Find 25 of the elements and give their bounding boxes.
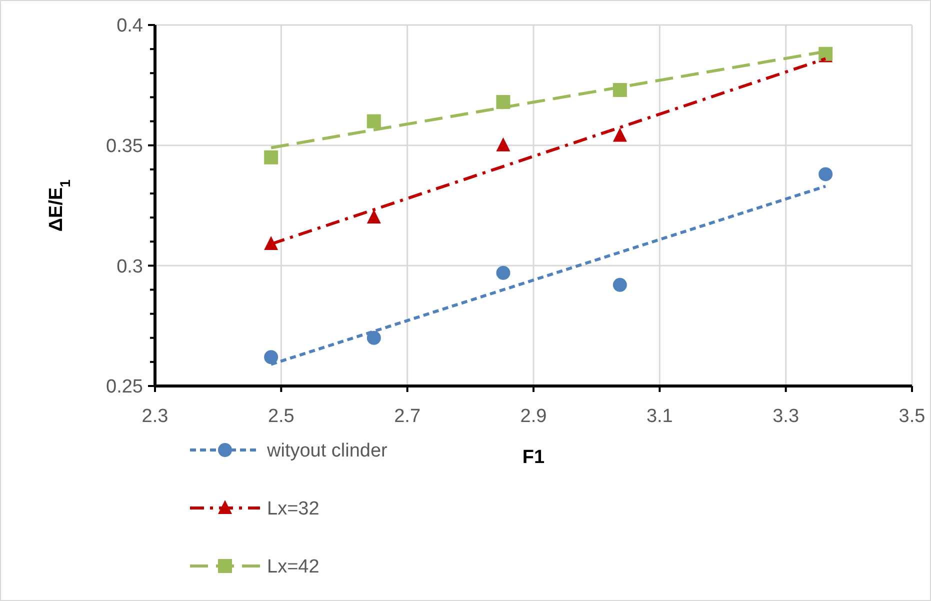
x-tick-label: 2.9: [520, 406, 547, 427]
y-tick-label: 0.3: [116, 256, 143, 278]
legend-label: wityout clinder: [266, 440, 388, 462]
x-axis-title: F1: [522, 447, 546, 468]
x-tick-label: 3.3: [772, 406, 800, 427]
point: [264, 150, 278, 164]
point: [612, 128, 627, 142]
y-tick-label: 0.35: [106, 136, 143, 157]
point: [366, 210, 381, 224]
x-tick-label: 2.7: [394, 406, 421, 427]
legend-label: Lx=42: [267, 556, 320, 578]
point: [496, 266, 510, 280]
legend-label: Lx=32: [267, 498, 320, 520]
point: [612, 278, 627, 292]
x-tick-label: 2.5: [268, 406, 294, 427]
point: [366, 114, 381, 128]
y-tick-label: 0.4: [116, 16, 144, 37]
y-tick-label: 0.25: [106, 376, 143, 398]
x-tick-label: 2.3: [142, 406, 168, 427]
point: [818, 167, 833, 182]
x-tick-label: 3.1: [646, 406, 673, 427]
point: [366, 330, 381, 345]
x-tick-label: 3.5: [898, 406, 926, 427]
point: [496, 137, 510, 152]
point: [264, 350, 278, 364]
